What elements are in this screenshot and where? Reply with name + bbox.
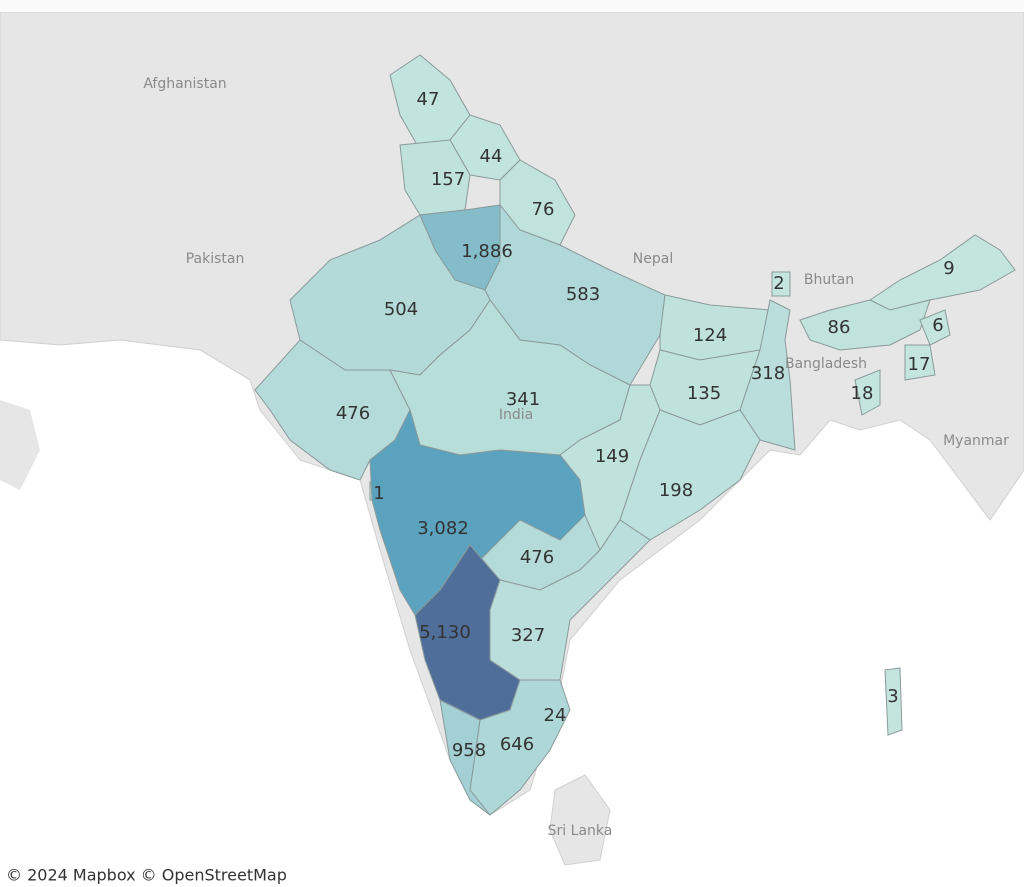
state-value-label: 327	[511, 625, 545, 646]
state-value-label: 124	[693, 325, 727, 346]
state-value-label: 149	[595, 446, 629, 467]
state-value-label: 476	[520, 547, 554, 568]
state-value-label: 504	[384, 299, 418, 320]
state-region	[884, 667, 903, 736]
country-label: Bangladesh	[785, 356, 867, 372]
top-bar	[0, 0, 1024, 12]
state-value-label: 958	[452, 740, 486, 761]
state-region	[904, 344, 936, 381]
state-value-label: 1,886	[461, 241, 513, 262]
state-value-label: 5,130	[419, 622, 471, 643]
state-value-label: 3	[887, 686, 898, 707]
labels: 4744157761,88658350447634112413531814919…	[143, 76, 1009, 839]
state-value-label: 44	[480, 146, 503, 167]
attribution: © 2024 Mapbox © OpenStreetMap	[6, 866, 287, 885]
state-region	[739, 299, 796, 451]
state-value-label: 24	[544, 705, 567, 726]
state-value-label: 3,082	[417, 518, 469, 539]
state-value-label: 47	[417, 89, 440, 110]
state-value-label: 6	[932, 315, 943, 336]
state-region	[771, 271, 791, 297]
states	[254, 54, 1016, 816]
state-region	[919, 309, 951, 346]
state-value-label: 476	[336, 403, 370, 424]
country-label: Bhutan	[804, 272, 854, 288]
attribution-bg	[0, 864, 300, 887]
state-value-label: 646	[500, 734, 534, 755]
state-region	[439, 699, 491, 816]
state-region	[619, 409, 761, 541]
state-value-label: 86	[828, 317, 851, 338]
state-value-label: 341	[506, 389, 540, 410]
state-region	[854, 369, 881, 416]
country-label: Nepal	[633, 251, 673, 267]
state-value-label: 9	[943, 258, 954, 279]
state-value-label: 157	[431, 169, 465, 190]
state-value-label: 135	[687, 383, 721, 404]
land	[0, 400, 40, 490]
country-label: Pakistan	[186, 251, 245, 267]
state-value-label: 583	[566, 284, 600, 305]
state-value-label: 198	[659, 480, 693, 501]
country-label: Sri Lanka	[548, 823, 613, 839]
state-value-label: 76	[532, 199, 555, 220]
state-region	[799, 299, 931, 351]
country-label: India	[499, 407, 533, 423]
country-label: Myanmar	[943, 433, 1009, 449]
state-value-label: 318	[751, 363, 785, 384]
state-region	[489, 519, 651, 681]
country-label: Afghanistan	[143, 76, 226, 92]
state-value-label: 2	[773, 273, 784, 294]
state-value-label: 18	[851, 383, 874, 404]
land	[549, 774, 611, 866]
state-value-label: 17	[908, 354, 931, 375]
state-value-label: 1	[373, 483, 384, 504]
